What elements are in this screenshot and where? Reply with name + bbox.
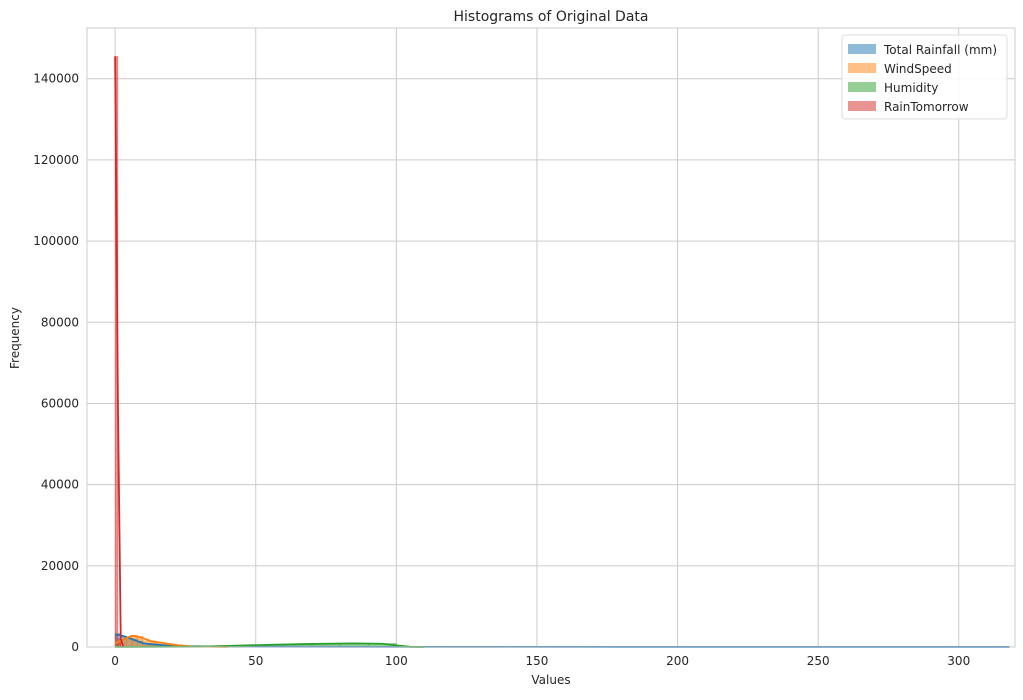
legend-swatch-windspeed	[848, 63, 876, 73]
legend-swatch-humidity	[848, 82, 876, 92]
legend: Total Rainfall (mm) WindSpeed Humidity Rain…	[842, 35, 1007, 119]
y-tick-label: 0	[71, 640, 79, 654]
y-tick-label: 20000	[41, 559, 79, 573]
x-tick-label: 200	[666, 654, 689, 668]
y-tick-label: 80000	[41, 315, 79, 329]
x-tick-label: 100	[385, 654, 408, 668]
x-tick-label: 0	[111, 654, 119, 668]
chart-title: Histograms of Original Data	[454, 9, 649, 25]
plot-area-background	[87, 28, 1015, 647]
y-tick-label: 120000	[33, 153, 79, 167]
legend-label-raintomorrow: RainTomorrow	[884, 100, 969, 114]
legend-swatch-raintomorrow	[848, 101, 876, 111]
x-tick-label: 250	[807, 654, 830, 668]
y-axis-label: Frequency	[8, 307, 22, 369]
x-tick-label: 300	[947, 654, 970, 668]
x-axis-label: Values	[531, 673, 570, 687]
y-tick-label: 140000	[33, 72, 79, 86]
y-tick-label: 100000	[33, 234, 79, 248]
y-tick-label: 60000	[41, 396, 79, 410]
legend-swatch-total-rainfall-mm	[848, 44, 876, 54]
legend-label-windspeed: WindSpeed	[884, 62, 952, 76]
x-tick-label: 150	[525, 654, 548, 668]
x-tick-label: 50	[248, 654, 263, 668]
y-tick-label: 40000	[41, 478, 79, 492]
legend-label-total-rainfall-mm: Total Rainfall (mm)	[883, 43, 997, 57]
legend-label-humidity: Humidity	[884, 81, 938, 95]
